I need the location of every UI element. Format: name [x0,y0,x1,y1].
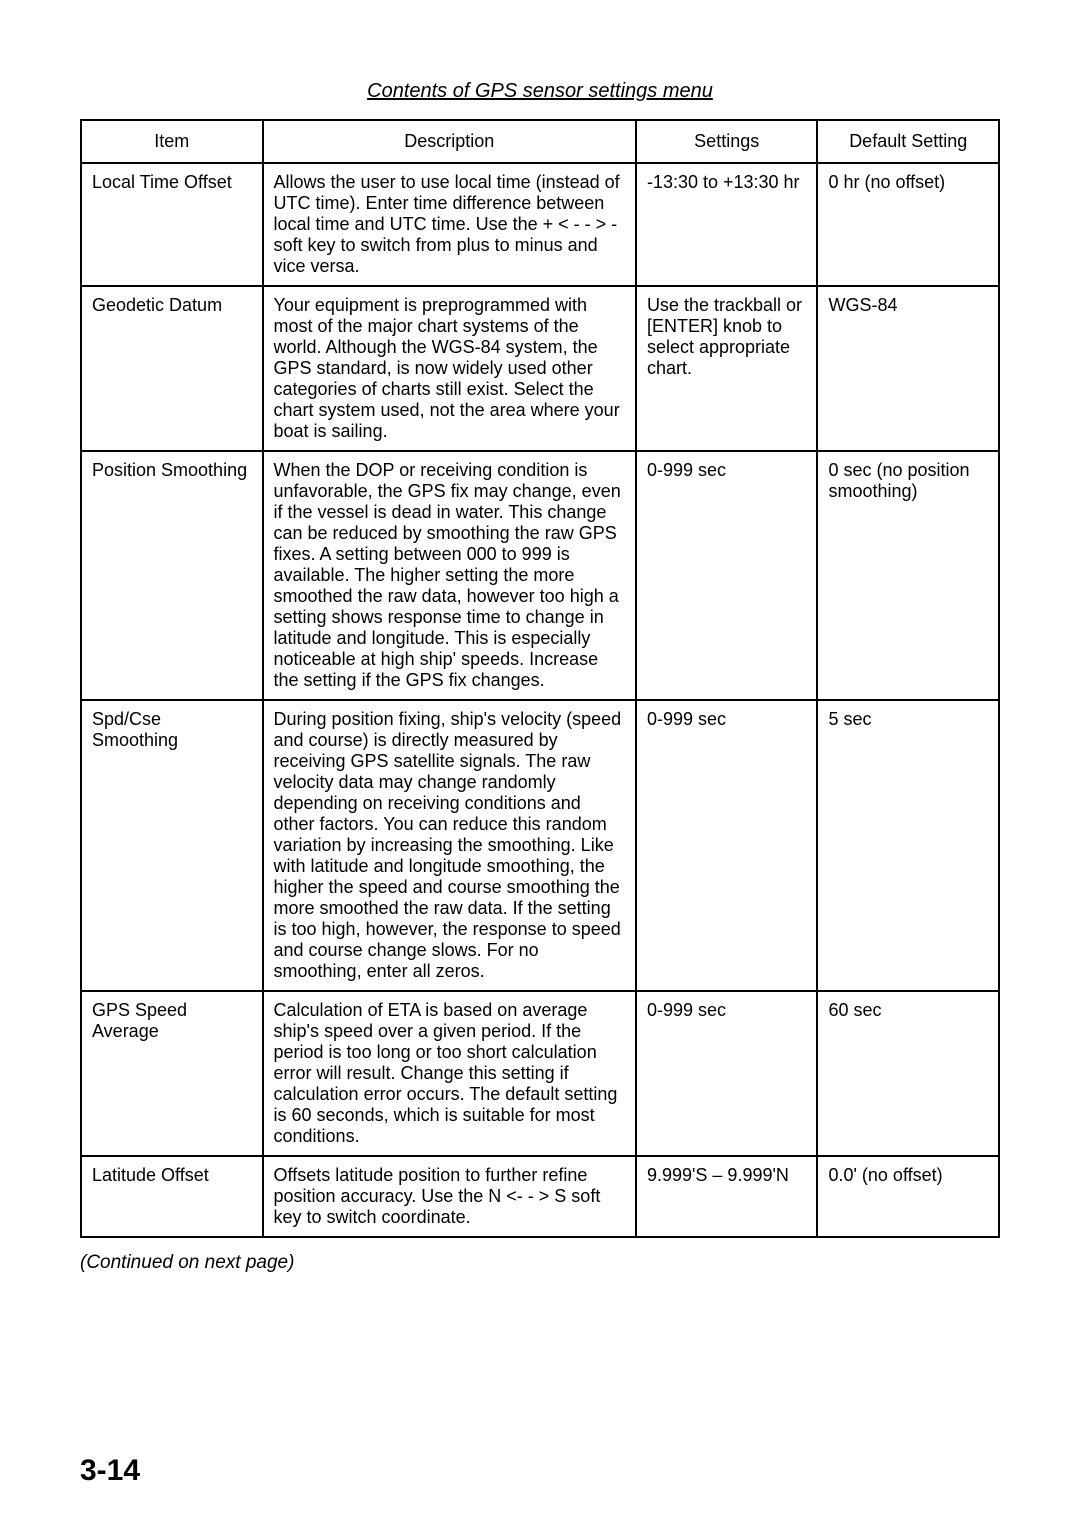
cell-description: During position fixing, ship's velocity … [263,700,636,991]
table-row: GPS Speed Average Calculation of ETA is … [81,991,999,1156]
cell-default: 0.0' (no offset) [817,1156,999,1237]
table-row: Latitude Offset Offsets latitude positio… [81,1156,999,1237]
cell-settings: 9.999'S – 9.999'N [636,1156,818,1237]
table-row: Local Time Offset Allows the user to use… [81,163,999,286]
cell-description: Allows the user to use local time (inste… [263,163,636,286]
cell-settings: Use the trackball or [ENTER] knob to sel… [636,286,818,451]
cell-settings: 0-999 sec [636,700,818,991]
cell-item: Latitude Offset [81,1156,263,1237]
cell-default: 60 sec [817,991,999,1156]
cell-description: When the DOP or receiving condition is u… [263,451,636,700]
cell-item: Geodetic Datum [81,286,263,451]
cell-default: 0 sec (no position smoothing) [817,451,999,700]
header-description: Description [263,120,636,163]
settings-table: Item Description Settings Default Settin… [80,119,1000,1238]
cell-description: Your equipment is preprogrammed with mos… [263,286,636,451]
header-default: Default Setting [817,120,999,163]
table-row: Position Smoothing When the DOP or recei… [81,451,999,700]
continued-note: (Continued on next page) [80,1252,1000,1274]
header-item: Item [81,120,263,163]
cell-description: Offsets latitude position to further ref… [263,1156,636,1237]
cell-description: Calculation of ETA is based on average s… [263,991,636,1156]
table-row: Spd/Cse Smoothing During position fixing… [81,700,999,991]
header-settings: Settings [636,120,818,163]
table-row: Geodetic Datum Your equipment is preprog… [81,286,999,451]
cell-item: Spd/Cse Smoothing [81,700,263,991]
cell-item: Position Smoothing [81,451,263,700]
cell-item: Local Time Offset [81,163,263,286]
cell-settings: -13:30 to +13:30 hr [636,163,818,286]
cell-default: 5 sec [817,700,999,991]
cell-item: GPS Speed Average [81,991,263,1156]
table-header-row: Item Description Settings Default Settin… [81,120,999,163]
table-title: Contents of GPS sensor settings menu [80,80,1000,103]
cell-settings: 0-999 sec [636,451,818,700]
cell-default: 0 hr (no offset) [817,163,999,286]
cell-default: WGS-84 [817,286,999,451]
page-number: 3-14 [80,1454,140,1488]
cell-settings: 0-999 sec [636,991,818,1156]
